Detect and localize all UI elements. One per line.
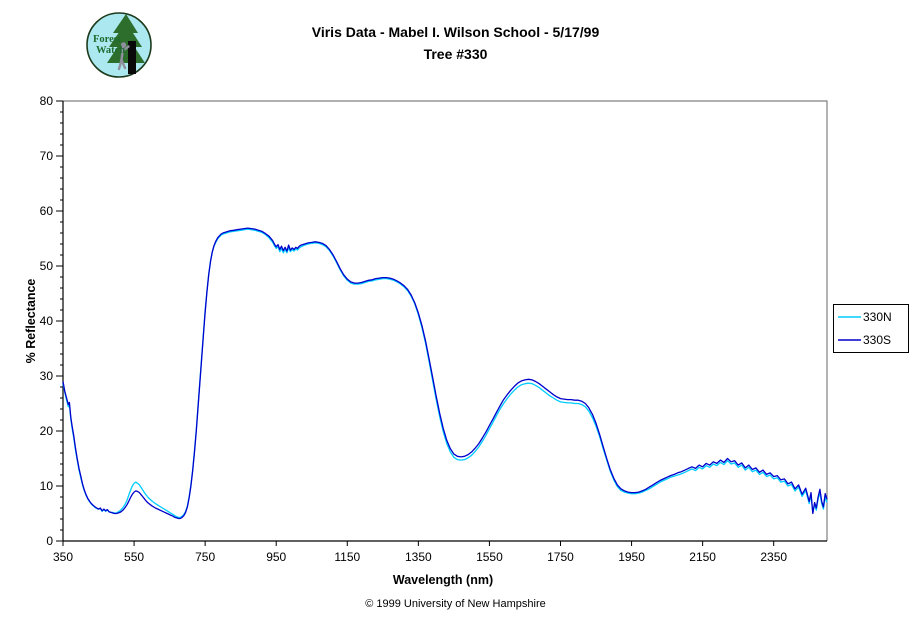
x-tick-label: 1750 <box>547 550 574 564</box>
x-tick-label: 950 <box>266 550 286 564</box>
y-axis-label: % Reflectance <box>24 278 38 364</box>
chart-title: Viris Data - Mabel I. Wilson School - 5/… <box>0 21 911 65</box>
legend: 330N 330S <box>833 304 909 353</box>
legend-label-330s: 330S <box>863 333 892 347</box>
x-tick-label: 350 <box>53 550 73 564</box>
x-tick-label: 1350 <box>405 550 432 564</box>
chart-title-line2: Tree #330 <box>423 46 488 62</box>
chart-title-line1: Viris Data - Mabel I. Wilson School - 5/… <box>311 24 600 40</box>
x-axis-label: Wavelength (nm) <box>392 573 494 587</box>
person-icon <box>117 42 130 71</box>
y-tick-label: 0 <box>46 534 53 548</box>
y-tick-label: 40 <box>40 314 54 328</box>
x-tick-label: 750 <box>195 550 215 564</box>
copyright-text: © 1999 University of New Hampshire <box>365 598 546 610</box>
logo-text-forest: Forest <box>93 34 122 45</box>
x-tick-label: 550 <box>124 550 144 564</box>
y-tick-label: 50 <box>40 259 54 273</box>
legend-line-330n-icon <box>838 316 861 318</box>
x-tick-label: 1950 <box>618 550 645 564</box>
series-330N <box>62 228 828 519</box>
x-tick-label: 1150 <box>334 550 360 564</box>
y-tick-label: 60 <box>40 204 54 218</box>
legend-label-330n: 330N <box>863 310 892 324</box>
forest-watch-logo: Forest Watch <box>86 12 152 78</box>
x-tick-label: 1550 <box>476 550 503 564</box>
plot-border <box>63 100 828 541</box>
y-tick-label: 80 <box>40 94 54 108</box>
series-330S <box>62 227 828 520</box>
y-tick-label: 20 <box>40 424 54 438</box>
legend-item-330n: 330N <box>834 306 908 328</box>
y-tick-label: 30 <box>40 369 54 383</box>
logo-text-watch: Watch <box>96 45 125 56</box>
x-tick-label: 2350 <box>760 550 787 564</box>
x-tick-label: 2150 <box>689 550 716 564</box>
y-tick-label: 10 <box>40 479 54 493</box>
y-tick-label: 70 <box>40 149 54 163</box>
legend-item-330s: 330S <box>834 329 908 351</box>
legend-line-330s-icon <box>838 339 861 341</box>
